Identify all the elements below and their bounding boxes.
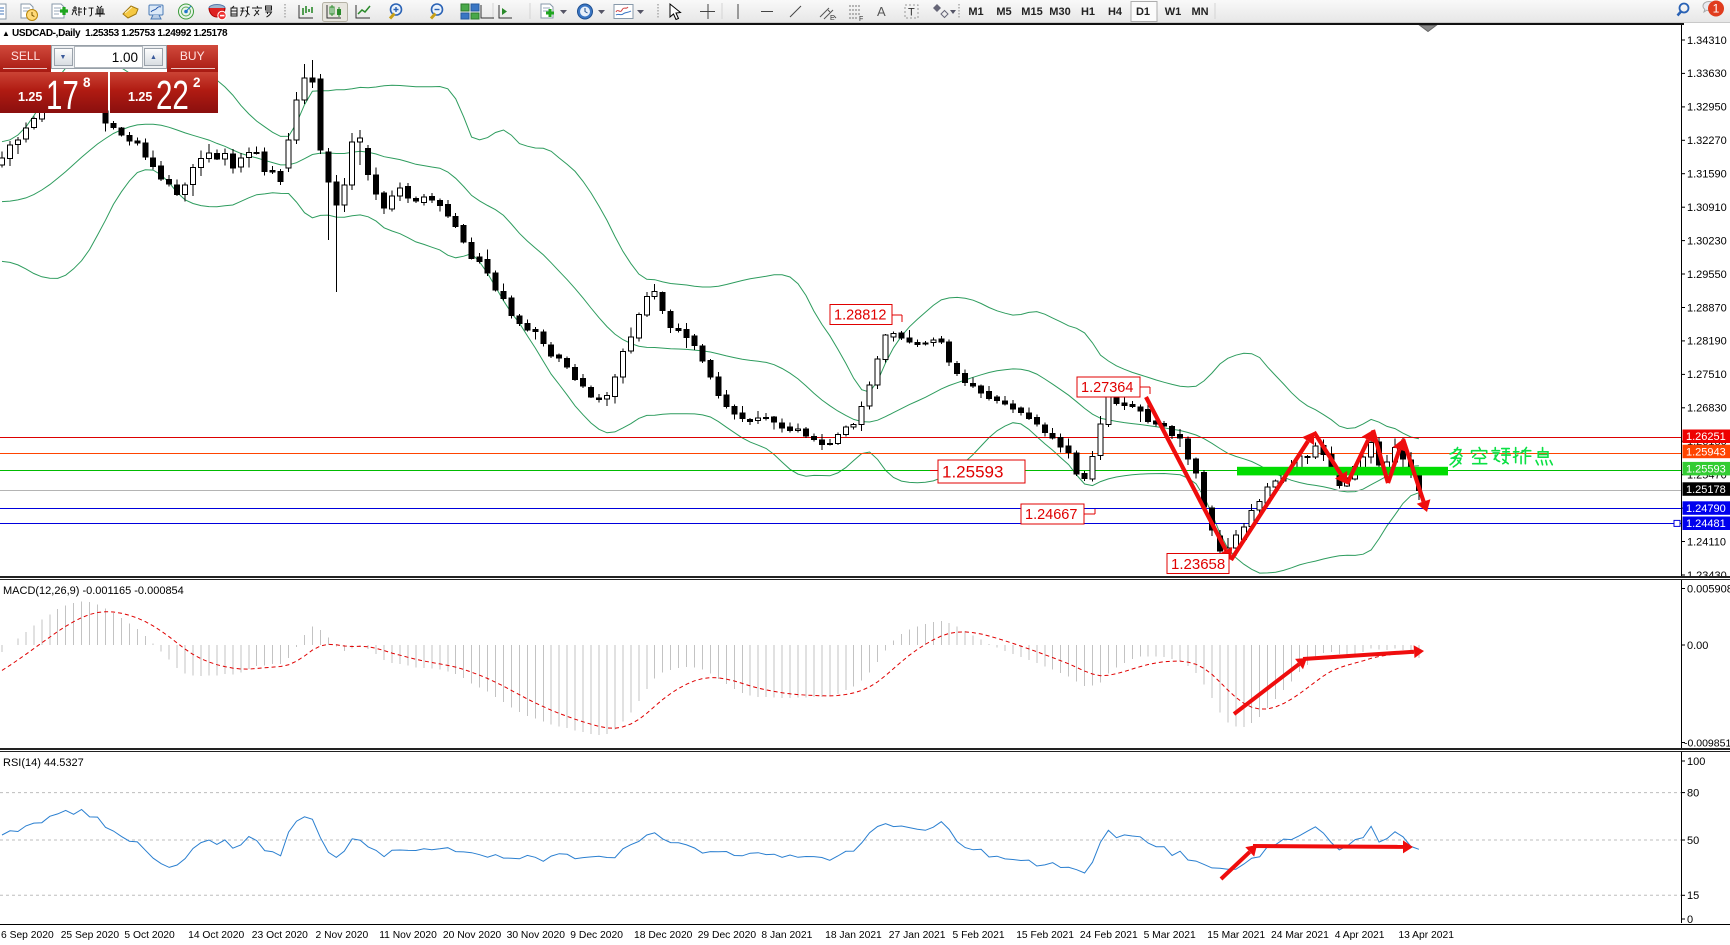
svg-text:D1: D1: [1136, 6, 1150, 18]
svg-text:20 Nov 2020: 20 Nov 2020: [443, 930, 502, 941]
svg-text:M30: M30: [1049, 6, 1070, 18]
svg-text:29 Dec 2020: 29 Dec 2020: [698, 930, 757, 941]
svg-text:9 Dec 2020: 9 Dec 2020: [570, 930, 623, 941]
svg-text:1.23658: 1.23658: [1171, 556, 1225, 573]
svg-text:F: F: [859, 16, 863, 23]
svg-text:1.27364: 1.27364: [1081, 380, 1133, 396]
svg-text:1.27510: 1.27510: [1687, 369, 1727, 381]
svg-text:15 Feb 2021: 15 Feb 2021: [1016, 930, 1074, 941]
svg-text:27 Jan 2021: 27 Jan 2021: [889, 930, 946, 941]
svg-text:1.30230: 1.30230: [1687, 235, 1727, 247]
svg-text:H4: H4: [1108, 6, 1123, 18]
svg-text:18 Jan 2021: 18 Jan 2021: [825, 930, 882, 941]
svg-text:8 Jan 2021: 8 Jan 2021: [761, 930, 812, 941]
svg-text:1.28190: 1.28190: [1687, 336, 1727, 348]
svg-text:MN: MN: [1191, 6, 1208, 18]
svg-text:1.31590: 1.31590: [1687, 169, 1727, 181]
svg-text:W1: W1: [1165, 6, 1182, 18]
svg-text:0.00: 0.00: [1687, 640, 1708, 652]
svg-text:6 Sep 2020: 6 Sep 2020: [1, 930, 54, 941]
svg-text:A: A: [877, 4, 886, 19]
svg-text:13 Apr 2021: 13 Apr 2021: [1398, 930, 1454, 941]
svg-text:1: 1: [1713, 2, 1720, 16]
svg-text:1.24110: 1.24110: [1687, 536, 1726, 548]
svg-text:H1: H1: [1081, 6, 1095, 18]
svg-text:-0.009851: -0.009851: [1684, 737, 1730, 749]
svg-text:1.25943: 1.25943: [1686, 446, 1726, 458]
svg-text:0.005908: 0.005908: [1687, 583, 1730, 595]
svg-text:M1: M1: [968, 6, 983, 18]
svg-text:15 Mar 2021: 15 Mar 2021: [1207, 930, 1265, 941]
svg-text:5 Oct 2020: 5 Oct 2020: [124, 930, 175, 941]
svg-text:18 Dec 2020: 18 Dec 2020: [634, 930, 693, 941]
svg-text:11 Nov 2020: 11 Nov 2020: [379, 930, 437, 941]
svg-text:T: T: [908, 7, 915, 19]
svg-text:1.29550: 1.29550: [1687, 269, 1727, 281]
svg-text:24 Mar 2021: 24 Mar 2021: [1271, 930, 1329, 941]
svg-text:1.34310: 1.34310: [1687, 35, 1727, 47]
svg-text:1.28812: 1.28812: [834, 308, 886, 324]
svg-text:1.25593: 1.25593: [942, 463, 1003, 482]
svg-text:5 Feb 2021: 5 Feb 2021: [953, 930, 1005, 941]
svg-text:1.30910: 1.30910: [1687, 202, 1727, 214]
svg-text:14 Oct 2020: 14 Oct 2020: [188, 930, 244, 941]
svg-text:25 Sep 2020: 25 Sep 2020: [61, 930, 120, 941]
svg-text:100: 100: [1687, 756, 1705, 768]
svg-text:0: 0: [1687, 914, 1693, 923]
svg-text:MACD(12,26,9) -0.001165 -0.000: MACD(12,26,9) -0.001165 -0.000854: [3, 585, 184, 597]
svg-text:30 Nov 2020: 30 Nov 2020: [507, 930, 566, 941]
svg-text:50: 50: [1687, 835, 1699, 847]
svg-text:1.28870: 1.28870: [1687, 302, 1727, 314]
svg-text:M5: M5: [996, 6, 1011, 18]
svg-text:M15: M15: [1021, 6, 1042, 18]
svg-text:1.33630: 1.33630: [1687, 68, 1727, 80]
svg-text:15: 15: [1687, 890, 1699, 902]
svg-text:RSI(14) 44.5327: RSI(14) 44.5327: [3, 757, 84, 769]
svg-text:1.25593: 1.25593: [1686, 464, 1726, 476]
svg-text:1.23430: 1.23430: [1687, 570, 1727, 577]
svg-text:4 Apr 2021: 4 Apr 2021: [1335, 930, 1385, 941]
svg-text:1.24667: 1.24667: [1025, 507, 1077, 523]
svg-text:1.25178: 1.25178: [1686, 484, 1726, 496]
svg-text:1.26251: 1.26251: [1686, 431, 1726, 443]
svg-text:2 Nov 2020: 2 Nov 2020: [316, 930, 369, 941]
svg-text:24 Feb 2021: 24 Feb 2021: [1080, 930, 1138, 941]
svg-text:1.24481: 1.24481: [1686, 518, 1726, 530]
svg-text:5 Mar 2021: 5 Mar 2021: [1144, 930, 1196, 941]
svg-text:80: 80: [1687, 787, 1699, 799]
svg-text:1.32950: 1.32950: [1687, 102, 1727, 114]
svg-text:1.26830: 1.26830: [1687, 403, 1727, 415]
svg-text:1.24790: 1.24790: [1686, 503, 1726, 515]
svg-text:E: E: [830, 15, 835, 22]
svg-text:1.32270: 1.32270: [1687, 135, 1727, 147]
svg-text:23 Oct 2020: 23 Oct 2020: [252, 930, 308, 941]
